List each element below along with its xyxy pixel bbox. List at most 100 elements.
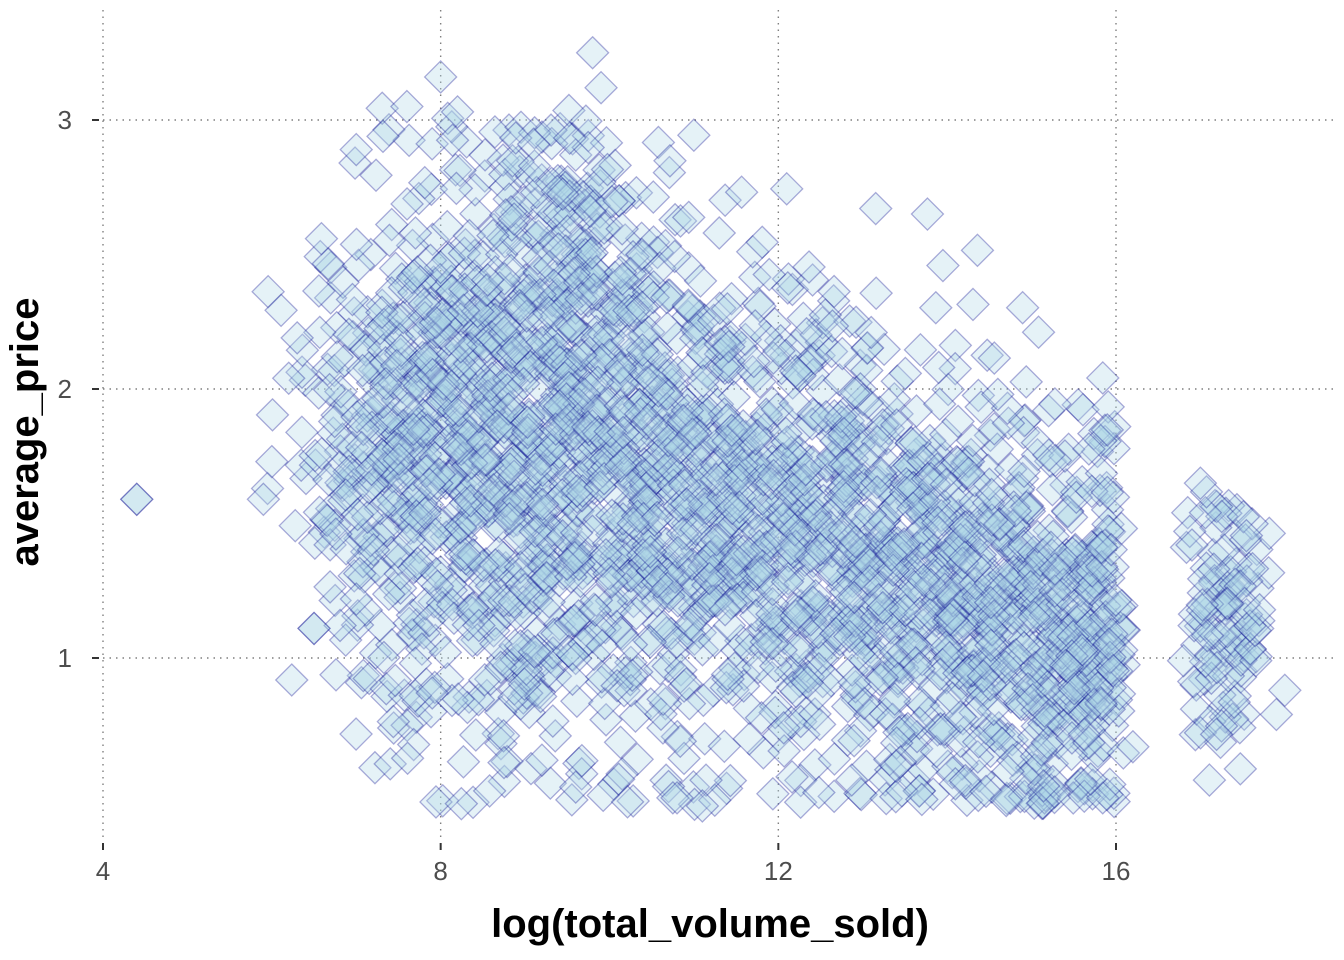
data-point [383,429,417,463]
data-point [423,460,458,495]
data-point [399,499,434,534]
data-point [486,332,521,367]
data-point [461,442,495,477]
data-point [567,259,602,294]
data-point [381,534,416,569]
data-point [443,537,478,572]
data-point [457,421,492,456]
data-point [456,500,490,535]
data-point [462,397,496,432]
data-point [555,348,590,383]
data-point [603,293,637,328]
data-point [350,500,385,535]
data-point [415,392,450,427]
data-point [573,256,608,291]
data-point [348,333,383,368]
data-point [540,163,575,198]
data-point [442,308,477,343]
data-point [580,542,615,577]
data-point [563,459,598,494]
data-point [422,457,457,492]
data-point [539,483,574,518]
data-point [479,400,514,434]
data-point [429,307,464,342]
data-point [363,491,398,526]
data-point [507,185,541,220]
data-point [480,360,515,394]
data-point [323,608,357,643]
data-point [285,333,320,368]
data-point [586,317,621,352]
data-point [601,586,636,621]
data-point [322,450,357,485]
data-point [493,389,528,424]
data-point [522,526,557,560]
data-point [491,361,526,396]
data-point [304,221,339,256]
data-point [297,611,331,646]
data-point [376,301,411,336]
data-point [374,276,409,310]
data-point [385,370,420,405]
data-point [536,617,571,652]
data-point [364,423,398,457]
data-point [486,540,521,575]
data-point [360,381,395,416]
data-point [383,556,418,591]
data-point [410,487,445,522]
data-point [563,223,598,258]
data-point [366,119,400,154]
data-point [404,374,439,409]
data-point [557,314,592,348]
data-point [467,568,502,603]
data-point [417,584,452,619]
data-point [435,396,470,431]
data-point [438,152,473,187]
data-point [553,363,588,397]
data-point [555,247,589,282]
data-point [430,661,465,696]
data-point [503,347,538,382]
data-point [285,355,319,390]
data-point [511,433,546,468]
data-point [918,290,953,325]
data-point [507,596,542,631]
data-point [492,113,526,148]
data-point [338,146,372,180]
data-point [510,326,545,361]
data-point [444,405,478,439]
data-point [448,503,483,538]
data-point [434,264,469,299]
data-point [652,155,687,190]
data-point [384,333,418,368]
data-point [298,448,333,483]
data-point [491,555,526,590]
data-point [469,303,504,338]
data-point [493,271,527,306]
data-point [414,694,448,729]
data-point [383,571,418,606]
data-point [558,401,593,436]
data-point [462,357,496,392]
data-point [570,171,605,206]
data-point [474,356,509,391]
data-point [593,337,627,372]
data-point [425,783,460,818]
data-point [558,138,593,172]
data-point [524,467,559,501]
data-point [443,422,478,457]
data-point [433,459,468,493]
data-point [462,324,497,359]
data-point [368,406,403,441]
data-point [429,520,464,555]
data-point [541,392,576,427]
data-point [319,310,354,345]
data-point [402,530,437,565]
data-point [638,384,673,419]
data-point [327,343,362,378]
data-point [564,274,599,309]
data-point [335,282,370,317]
data-point [546,259,581,293]
data-point [571,130,606,165]
